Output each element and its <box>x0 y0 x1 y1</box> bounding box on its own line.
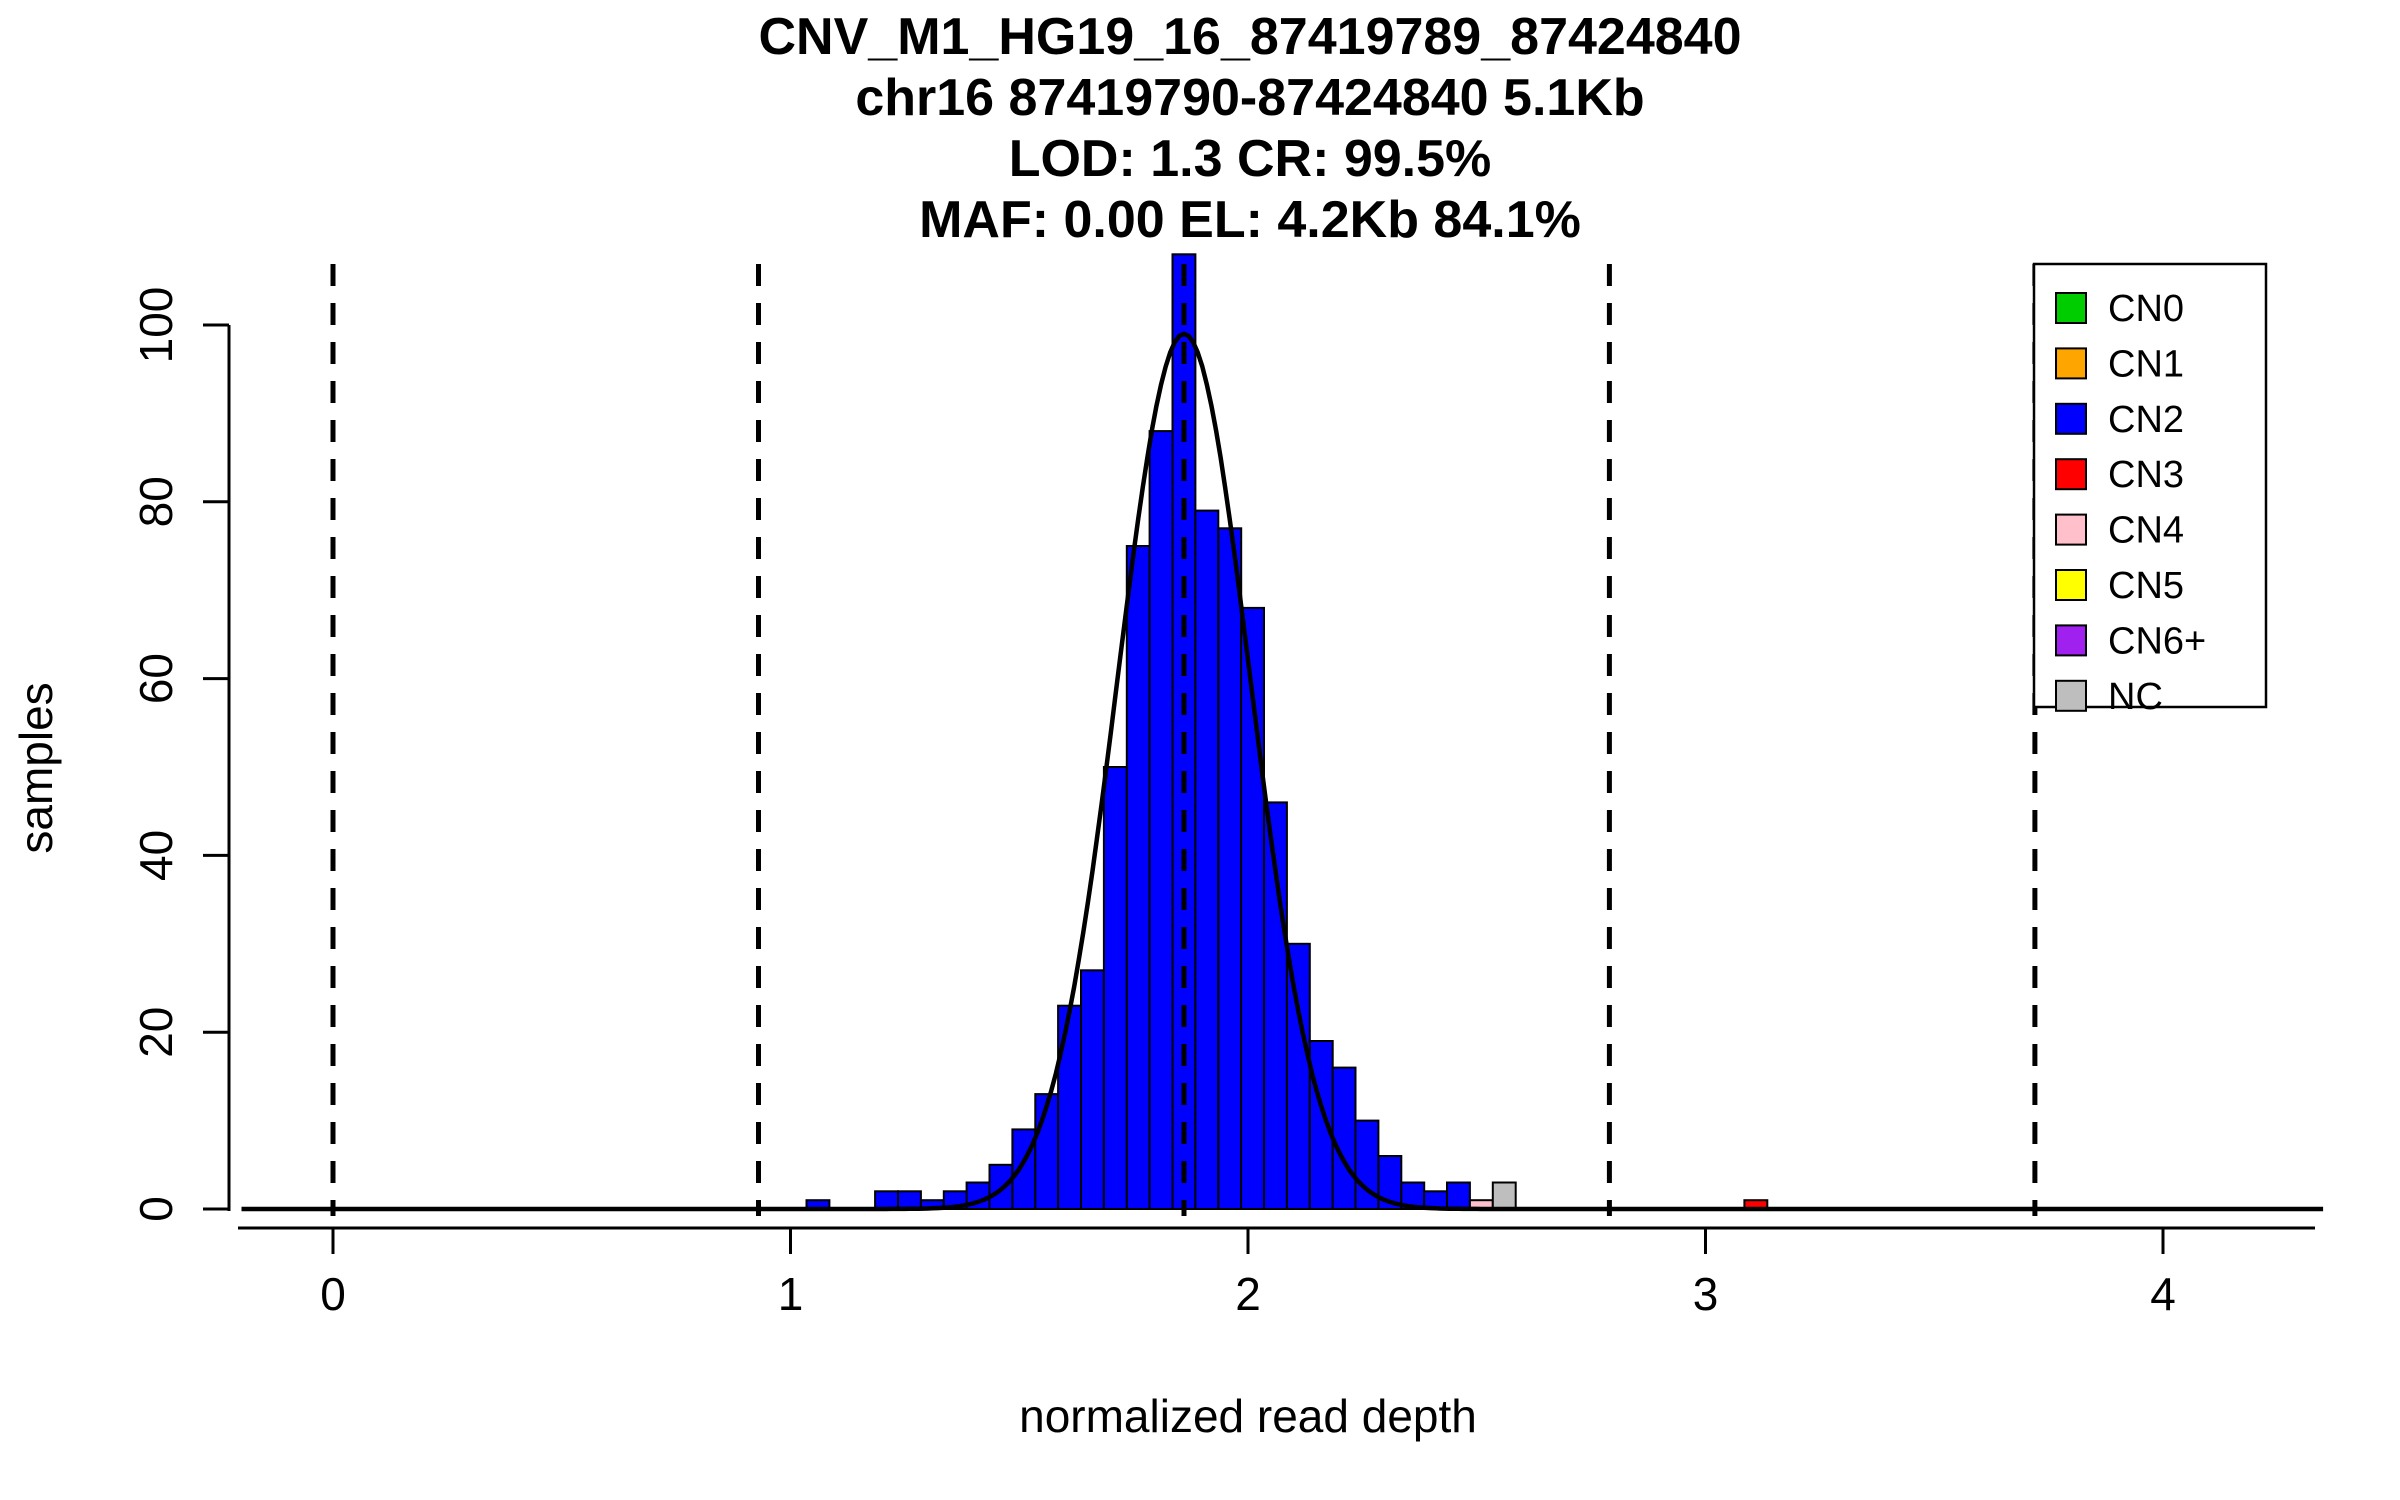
legend-swatch-cn1 <box>2055 347 2087 380</box>
histogram-bar-cn2 <box>1057 1004 1082 1211</box>
y-axis-label: samples <box>10 682 62 853</box>
legend-label-cn0: CN0 <box>2108 288 2184 330</box>
legend-label-cn1: CN1 <box>2108 343 2184 385</box>
histogram-bar-cn2 <box>897 1190 922 1211</box>
histogram-bar-cn2 <box>1125 545 1151 1210</box>
copy-number-guide-lines <box>330 264 2038 1216</box>
title-line-3: LOD: 1.3 CR: 99.5% <box>1009 130 1492 188</box>
y-tick-label: 80 <box>130 476 182 527</box>
histogram-bar-cn2 <box>874 1190 899 1211</box>
histogram-bar-cn2 <box>1194 509 1220 1211</box>
y-tick-label: 0 <box>130 1196 182 1222</box>
legend-swatch-cn2 <box>2055 402 2087 435</box>
legend-swatch-cn6+ <box>2055 624 2087 657</box>
histogram-bar-cn2 <box>1080 969 1105 1210</box>
histogram-bar-cn2 <box>1217 527 1243 1210</box>
x-tick-label: 1 <box>778 1268 804 1320</box>
x-tick-label: 3 <box>1693 1268 1719 1320</box>
histogram-bar-cn2 <box>1446 1181 1471 1210</box>
histogram-bar-nc <box>1491 1181 1517 1210</box>
density-curve <box>241 331 2324 1212</box>
histogram-bar-cn2 <box>1102 766 1128 1210</box>
legend-swatch-cn5 <box>2055 569 2087 601</box>
y-tick-label: 60 <box>130 653 182 704</box>
histogram-bar-cn2 <box>1285 942 1311 1210</box>
histogram-bar-cn2 <box>1331 1066 1357 1210</box>
legend-label-cn6+: CN6+ <box>2108 620 2206 662</box>
legend-label-nc: NC <box>2108 676 2163 718</box>
histogram-bars <box>805 253 1769 1211</box>
x-tick-label: 0 <box>320 1268 346 1320</box>
legend-label-cn5: CN5 <box>2108 565 2184 607</box>
legend-swatch-nc <box>2055 679 2087 712</box>
x-axis-label: normalized read depth <box>1019 1390 1477 1442</box>
legend: CN0 CN1 CN2 CN3 CN4 CN5 CN6+ NC <box>2032 262 2268 718</box>
title-line-2: chr16 87419790-87424840 5.1Kb <box>855 69 1644 127</box>
legend-label-cn3: CN3 <box>2108 454 2184 496</box>
y-tick-label: 20 <box>130 1007 182 1058</box>
legend-swatch-cn4 <box>2055 513 2087 546</box>
histogram-bar-cn2 <box>1148 430 1174 1211</box>
y-tick-label: 100 <box>130 287 182 364</box>
title-line-4: MAF: 0.00 EL: 4.2Kb 84.1% <box>919 191 1581 249</box>
plot-title: CNV_M1_HG19_16_87419789_87424840 chr16 8… <box>758 8 1741 249</box>
x-tick-label: 4 <box>2150 1268 2176 1320</box>
legend-swatch-cn3 <box>2055 458 2087 491</box>
legend-label-cn2: CN2 <box>2108 399 2184 441</box>
x-tick-label: 2 <box>1235 1268 1261 1320</box>
legend-swatch-cn0 <box>2055 292 2087 324</box>
legend-label-cn4: CN4 <box>2108 510 2184 552</box>
title-line-1: CNV_M1_HG19_16_87419789_87424840 <box>758 8 1741 66</box>
y-tick-label: 40 <box>130 830 182 881</box>
